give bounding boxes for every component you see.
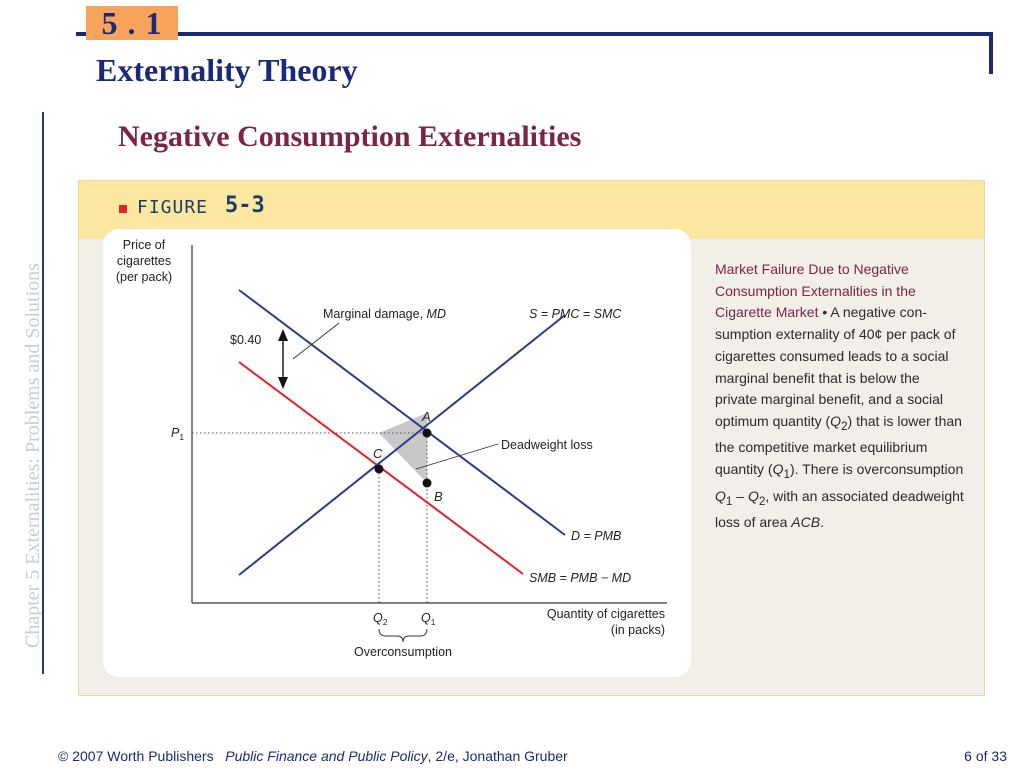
footer-edition-author: , 2/e, Jonathan Gruber (427, 748, 568, 764)
footer-copyright: © 2007 Worth Publishers (58, 748, 214, 764)
y-axis-title-line-1: Price of (123, 238, 166, 252)
footer-book-title: Public Finance and Public Policy (225, 748, 428, 764)
figure-marker-icon (119, 205, 127, 213)
diagram-card: Price of cigarettes (per pack) Quantity … (103, 229, 691, 677)
figure-label-number: 5-3 (225, 193, 265, 218)
caption-diff-b-subscript: 2 (758, 494, 766, 508)
q1-subscript: 1 (431, 617, 436, 627)
figure-caption: Market Failure Due to Negative Consumpti… (715, 259, 965, 534)
footer-credit: © 2007 Worth Publishers Public Finance a… (58, 748, 568, 764)
p1-symbol: P (171, 426, 180, 440)
side-rule (42, 112, 44, 674)
md-arrow-up-icon (278, 329, 288, 341)
caption-bullet: • (822, 304, 828, 321)
chapter-side-caption: Chapter 5 Externalities: Problems and So… (22, 263, 44, 648)
page-indicator: 6 of 33 (964, 748, 1007, 764)
caption-q1-symbol: Q (772, 461, 784, 478)
caption-diff-a-subscript: 1 (725, 494, 733, 508)
externality-diagram: Price of cigarettes (per pack) Quantity … (116, 238, 667, 659)
marginal-damage-label: Marginal damage, MD (323, 307, 446, 321)
header-corner-bar (989, 34, 993, 74)
point-b-marker (422, 478, 432, 488)
q2-label: Q2 (373, 611, 388, 627)
caption-area: ACB (791, 514, 821, 531)
p1-subscript: 1 (179, 432, 184, 442)
marginal-damage-leader (292, 322, 340, 360)
header-rule-left (76, 32, 86, 36)
slide-subtitle: Negative Consumption Externalities (118, 120, 582, 153)
deadweight-loss-leader (415, 443, 499, 470)
caption-body-2: ) that is lower than the competitive mar… (715, 412, 962, 478)
y-axis-title-line-3: (per pack) (116, 270, 172, 284)
q2-symbol: Q (373, 611, 383, 625)
supply-curve-label: S = PMC = SMC (529, 307, 622, 321)
caption-diff-operator: – (732, 487, 748, 504)
caption-body-4: , with an associated deadweight loss of … (715, 487, 964, 531)
demand-pmb-line (238, 289, 566, 536)
section-number: 5 . 1 (86, 6, 178, 40)
x-axis-title-line-2: (in packs) (611, 623, 665, 637)
point-b-label: B (434, 489, 443, 504)
demand-curve-label: D = PMB (571, 529, 621, 543)
md-arrow-down-icon (278, 377, 288, 389)
md-amount-label: $0.40 (230, 333, 261, 347)
marginal-damage-text: Marginal damage, (323, 307, 423, 321)
q1-label: Q1 (421, 611, 436, 627)
supply-smc-line (238, 314, 566, 576)
y-axis-title-line-2: cigarettes (117, 254, 171, 268)
deadweight-loss-label: Deadweight loss (501, 438, 593, 452)
point-c-marker (374, 464, 384, 474)
figure-label-word: FIGURE (137, 197, 209, 218)
q2-subscript: 2 (383, 617, 388, 627)
caption-diff-b-symbol: Q (747, 487, 759, 504)
caption-q2-subscript: 2 (841, 419, 848, 433)
x-axis-title-line-1: Quantity of cigarettes (547, 607, 665, 621)
q1-symbol: Q (421, 611, 431, 625)
point-a-label: A (421, 409, 431, 424)
point-a-marker (422, 428, 432, 438)
caption-q1-subscript: 1 (783, 467, 790, 481)
caption-body-1: A negative con-sumption externality of 4… (715, 304, 956, 429)
marginal-damage-symbol: MD (427, 307, 446, 321)
p1-label: P1 (171, 426, 184, 442)
point-c-label: C (373, 446, 383, 461)
overconsumption-label: Overconsumption (354, 645, 452, 659)
header-rule-right (178, 32, 993, 36)
caption-q2-symbol: Q (830, 412, 842, 429)
deadweight-loss-area (379, 413, 427, 483)
caption-lead: Market Failure Due to Negative Consumpti… (715, 261, 916, 321)
overconsumption-brace (378, 628, 428, 643)
caption-diff-a-symbol: Q (715, 487, 726, 504)
smb-curve-label: SMB = PMB − MD (529, 571, 631, 585)
caption-body-3: ). There is overconsumption (789, 461, 964, 478)
deck-title: Externality Theory (96, 52, 358, 88)
figure-panel: FIGURE 5-3 Price of cigarettes (per pack… (78, 180, 985, 696)
caption-body-5: . (820, 514, 824, 531)
